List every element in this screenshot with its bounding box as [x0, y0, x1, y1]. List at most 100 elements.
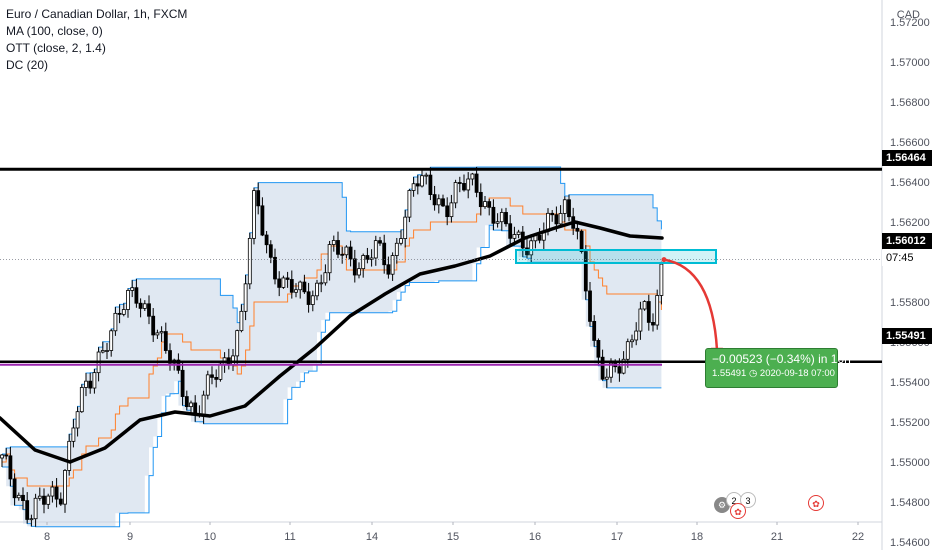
candle-body	[163, 331, 168, 351]
candle-body	[617, 366, 622, 374]
candle-body	[445, 205, 450, 218]
price-tick-label: 1.56400	[890, 177, 930, 189]
candle-body	[71, 427, 76, 442]
indicator-dc[interactable]: DC (20)	[6, 58, 49, 72]
candle-body	[369, 257, 374, 260]
candle-body	[621, 358, 626, 374]
time-tick-label: 8	[44, 531, 50, 543]
candle-body	[378, 240, 382, 244]
symbol-title[interactable]: Euro / Canadian Dollar, 1h, FXCM	[6, 7, 188, 21]
price-tick-label: 1.57000	[890, 57, 930, 69]
candle-body	[151, 315, 156, 336]
candle-body	[403, 216, 408, 239]
candle-body	[340, 253, 345, 256]
arrow-curve	[663, 258, 719, 350]
candle-body	[453, 182, 458, 204]
candle-body	[344, 246, 349, 256]
candle-body	[625, 341, 630, 360]
candle-body	[327, 244, 332, 274]
candle-body	[214, 377, 219, 380]
candle-body	[474, 173, 479, 193]
candle-body	[264, 234, 269, 246]
candle-body	[155, 332, 160, 336]
price-tick-label: 1.55000	[890, 457, 930, 469]
candle-body	[399, 238, 403, 244]
candle-body	[302, 281, 307, 293]
indicator-ott[interactable]: OTT (close, 2, 1.4)	[6, 41, 106, 55]
ott-path	[2, 197, 662, 487]
candle-body	[592, 321, 597, 341]
candle-body	[147, 303, 151, 317]
candle-body	[499, 212, 504, 223]
resistance-price-tag: 1.56464	[882, 150, 932, 166]
candle-body	[424, 174, 429, 177]
candle-body	[352, 258, 357, 276]
candle-body	[105, 350, 109, 352]
candle-body	[29, 518, 34, 521]
candle-body	[247, 237, 252, 285]
time-tick-label: 10	[204, 531, 216, 543]
candle-body	[315, 282, 319, 297]
indicator-ma[interactable]: MA (100, close, 0)	[6, 24, 103, 38]
current-price-tag: 1.56012	[882, 233, 932, 249]
projection-label[interactable]: −0.00523 (−0.34%) in 16h 1.55491 ◷ 2020-…	[705, 348, 851, 388]
candle-body	[478, 191, 483, 208]
candle-body	[201, 394, 206, 416]
candle-body	[88, 380, 93, 389]
price-tick-label: 1.56800	[890, 97, 930, 109]
candle-body	[596, 340, 601, 358]
canada-flag-icon[interactable]: ✿	[808, 495, 824, 511]
canada-flag-icon[interactable]: ✿	[730, 503, 746, 519]
candle-body	[361, 255, 366, 270]
candle-body	[462, 183, 466, 191]
event-count-badge[interactable]: 3	[740, 492, 756, 508]
zone-rect	[515, 249, 717, 264]
candle-body	[567, 199, 571, 218]
candle-body	[550, 212, 555, 216]
candle-body	[84, 380, 88, 388]
clock-icon: ◷	[748, 368, 758, 379]
candle-body	[12, 478, 17, 499]
candle-body	[554, 214, 559, 225]
price-levels	[0, 167, 882, 366]
candle-body	[243, 283, 248, 312]
candle-body	[168, 350, 172, 364]
candle-body	[294, 289, 298, 293]
time-tick-label: 22	[852, 531, 864, 543]
candle-body	[466, 178, 471, 191]
candle-body	[273, 256, 277, 280]
candle-body	[189, 402, 193, 408]
price-tick-label: 1.54600	[890, 537, 930, 549]
candle-body	[306, 291, 311, 305]
candle-body	[382, 242, 387, 266]
chart-legend: Euro / Canadian Dollar, 1h, FXCM MA (100…	[6, 6, 187, 74]
candle-body	[285, 277, 290, 280]
donchian-fill	[2, 167, 662, 527]
candle-body	[386, 264, 391, 275]
time-tick-label: 16	[529, 531, 541, 543]
candle-body	[411, 183, 416, 191]
candle-body	[604, 376, 609, 380]
candle-body	[588, 290, 592, 322]
candle-body	[319, 282, 324, 285]
candle-body	[407, 190, 412, 218]
candle-body	[268, 244, 273, 258]
candle-body	[67, 440, 72, 471]
candle-body	[50, 486, 55, 497]
price-tick-label: 1.56200	[890, 217, 930, 229]
candles	[0, 166, 664, 527]
projection-target: 1.55491 ◷ 2020-09-18 07:00	[706, 366, 837, 379]
support-price-tag: 1.55491	[882, 328, 932, 344]
candle-body	[630, 339, 634, 343]
ma-path	[0, 220, 664, 464]
candle-body	[638, 308, 643, 332]
candle-body	[21, 494, 25, 502]
candle-body	[390, 255, 395, 275]
candle-body	[634, 330, 639, 341]
candle-body	[600, 356, 605, 380]
projection-target-price: 1.55491	[712, 368, 747, 379]
candle-body	[659, 263, 664, 296]
candle-body	[134, 287, 139, 304]
candle-body	[529, 240, 534, 256]
